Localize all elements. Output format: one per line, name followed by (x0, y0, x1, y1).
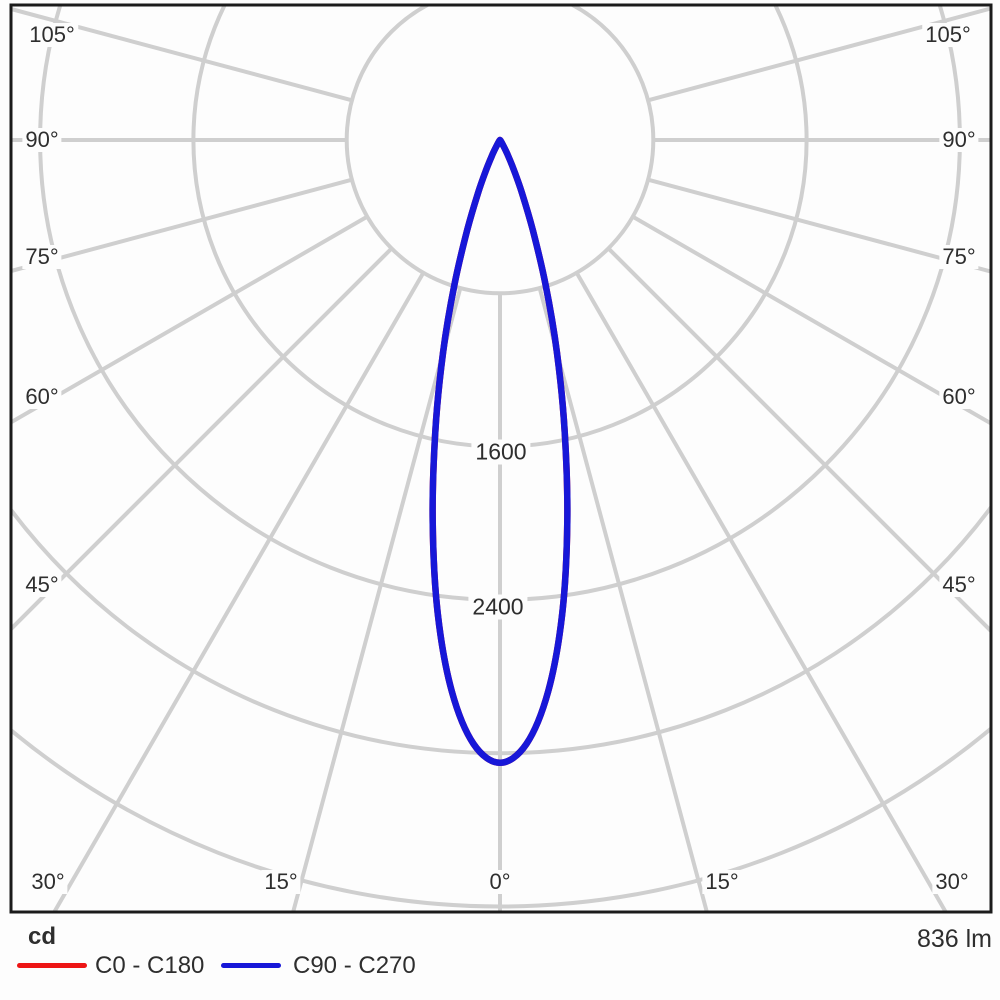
angle-label-left-15: 15° (261, 870, 301, 894)
angle-label-0: 0° (486, 870, 514, 894)
curve-c90-c270 (429, 136, 571, 767)
angle-label-right-45: 45° (939, 573, 979, 597)
angle-label-left-105: 105° (26, 23, 78, 47)
legend-swatch-c90-c270 (221, 963, 281, 968)
luminous-flux-label: 836 lm (916, 925, 992, 953)
angle-label-left-45: 45° (22, 573, 62, 597)
plot-border (9, 3, 993, 914)
legend-label-c0-c180: C0 - C180 (95, 952, 205, 979)
angle-label-left-30: 30° (28, 870, 68, 894)
angle-label-right-75: 75° (939, 245, 979, 269)
angle-label-left-75: 75° (22, 245, 62, 269)
legend-label-c90-c270: C90 - C270 (293, 952, 416, 979)
angle-label-right-30: 30° (932, 870, 972, 894)
unit-label: cd (28, 923, 57, 950)
ring-label-2400: 2400 (468, 594, 528, 620)
angle-label-right-90: 90° (939, 128, 979, 152)
ring-label-1600: 1600 (471, 439, 531, 465)
angle-label-right-105: 105° (922, 23, 974, 47)
angle-label-right-60: 60° (939, 385, 979, 409)
legend-swatch-c0-c180 (17, 963, 87, 968)
angle-label-right-15: 15° (702, 870, 742, 894)
angle-label-left-60: 60° (22, 385, 62, 409)
angle-label-left-90: 90° (22, 128, 62, 152)
